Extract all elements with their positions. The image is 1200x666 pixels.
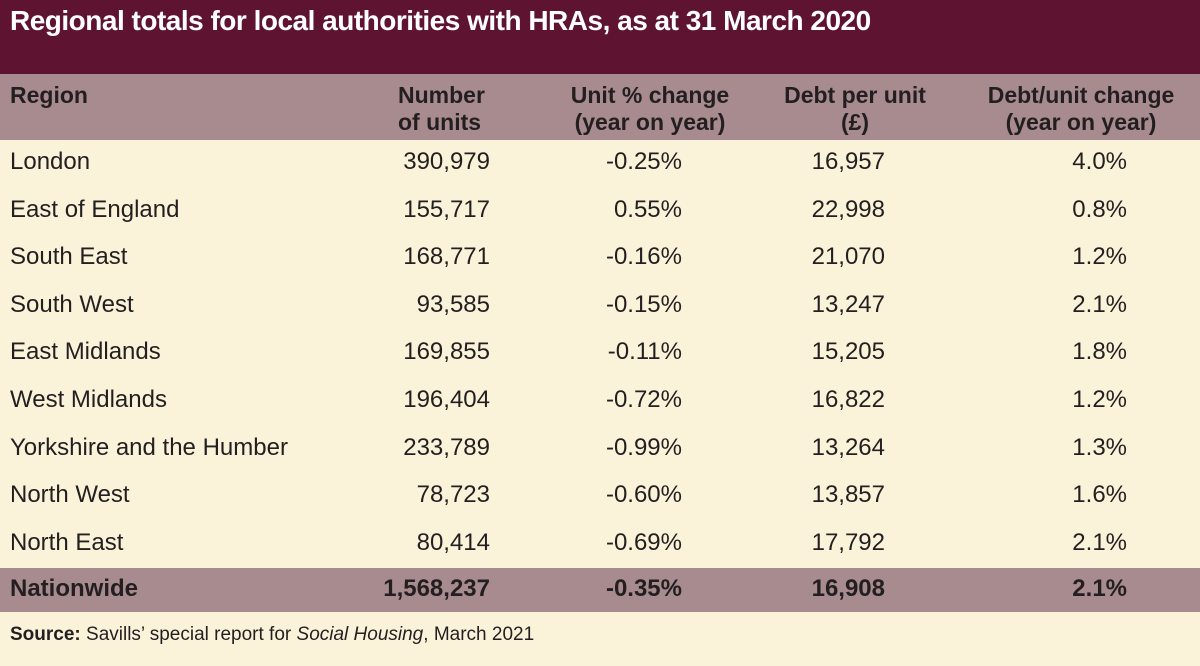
- cell-number-of-units: 233,789: [403, 433, 490, 461]
- header-debt-per-unit-line1: Debt per unit: [784, 82, 926, 108]
- cell-debt-unit-change: 1.8%: [1072, 338, 1127, 366]
- header-number-of-units-line1: Number: [398, 82, 485, 108]
- cell-debt-unit-change: 1.2%: [1072, 243, 1127, 271]
- cell-debt-unit-change: 1.3%: [1072, 433, 1127, 461]
- cell-debt-unit-change: 1.2%: [1072, 385, 1127, 413]
- total-debt-change: 2.1%: [1072, 575, 1127, 602]
- table-row: East of England 155,717 0.55% 22,998 0.8%: [0, 188, 1200, 236]
- total-row: Nationwide 1,568,237 -0.35% 16,908 2.1%: [0, 568, 1200, 612]
- header-unit-change-line1: Unit % change: [570, 82, 730, 108]
- table-row: East Midlands 169,855 -0.11% 15,205 1.8%: [0, 330, 1200, 378]
- cell-unit-change: -0.25%: [605, 148, 682, 175]
- cell-unit-change: -0.16%: [605, 243, 682, 271]
- cell-region: South East: [10, 243, 128, 271]
- cell-number-of-units: 168,771: [403, 243, 490, 271]
- cell-number-of-units: 196,404: [403, 385, 490, 413]
- cell-debt-unit-change: 2.1%: [1072, 528, 1127, 556]
- cell-debt-unit-change: 2.1%: [1072, 290, 1127, 318]
- table-row: West Midlands 196,404 -0.72% 16,822 1.2%: [0, 378, 1200, 426]
- cell-region: South West: [10, 290, 134, 318]
- cell-number-of-units: 155,717: [403, 195, 490, 223]
- source-text-before: Savills’ special report for: [80, 624, 297, 645]
- cell-debt-per-unit: 13,247: [811, 290, 885, 318]
- table-row: South East 168,771 -0.16% 21,070 1.2%: [0, 235, 1200, 283]
- total-region: Nationwide: [10, 575, 139, 602]
- cell-debt-per-unit: 13,857: [811, 481, 885, 509]
- cell-debt-unit-change: 0.8%: [1072, 195, 1127, 223]
- total-debt-per-unit: 16,908: [811, 575, 885, 602]
- header-region: Region: [10, 82, 88, 108]
- header-debt-unit-change: Debt/unit change (year on year): [976, 82, 1186, 136]
- cell-debt-per-unit: 16,957: [811, 148, 885, 175]
- source-label: Source:: [10, 624, 81, 645]
- cell-unit-change: -0.60%: [605, 481, 682, 509]
- cell-debt-per-unit: 17,792: [811, 528, 885, 556]
- title-bar: Regional totals for local authorities wi…: [0, 0, 1200, 74]
- cell-debt-per-unit: 15,205: [811, 338, 885, 366]
- table-title: Regional totals for local authorities wi…: [10, 5, 871, 36]
- header-number-of-units: Number of units: [398, 82, 485, 136]
- cell-region: Yorkshire and the Humber: [10, 433, 288, 461]
- header-debt-unit-change-line1: Debt/unit change: [987, 82, 1175, 108]
- source-publication: Social Housing: [296, 624, 424, 645]
- header-debt-per-unit-line2: (£): [840, 109, 870, 135]
- header-number-of-units-line2: of units: [398, 109, 482, 135]
- cell-number-of-units: 93,585: [416, 290, 490, 318]
- cell-unit-change: -0.69%: [605, 528, 682, 556]
- header-row: Region Number of units Unit % change (ye…: [0, 74, 1200, 140]
- cell-unit-change: 0.55%: [613, 195, 682, 223]
- table-body: London 390,979 -0.25% 16,957 4.0% East of Eng…: [0, 140, 1200, 568]
- table-row: South West 93,585 -0.15% 13,247 2.1%: [0, 283, 1200, 331]
- cell-region: East Midlands: [10, 338, 161, 366]
- cell-unit-change: -0.99%: [605, 433, 682, 461]
- total-units: 1,568,237: [383, 575, 490, 602]
- cell-debt-unit-change: 1.6%: [1072, 481, 1127, 509]
- source-note: Source: Savills’ special report for Soci…: [10, 623, 534, 647]
- table-row: London 390,979 -0.25% 16,957 4.0%: [0, 140, 1200, 188]
- source-text-after: , March 2021: [423, 624, 535, 645]
- cell-region: London: [10, 148, 91, 175]
- cell-number-of-units: 78,723: [416, 481, 490, 509]
- header-unit-change: Unit % change (year on year): [566, 82, 734, 136]
- table-row: Yorkshire and the Humber 233,789 -0.99% 13,…: [0, 426, 1200, 474]
- cell-debt-per-unit: 21,070: [811, 243, 885, 271]
- cell-unit-change: -0.11%: [607, 338, 682, 366]
- cell-region: West Midlands: [10, 385, 167, 413]
- cell-region: North East: [10, 528, 124, 556]
- table-row: North East 80,414 -0.69% 17,792 2.1%: [0, 521, 1200, 569]
- cell-unit-change: -0.72%: [605, 385, 682, 413]
- cell-unit-change: -0.15%: [605, 290, 682, 318]
- cell-debt-per-unit: 16,822: [811, 385, 885, 413]
- header-debt-per-unit: Debt per unit (£): [776, 82, 934, 136]
- cell-debt-per-unit: 13,264: [811, 433, 885, 461]
- cell-debt-per-unit: 22,998: [811, 195, 885, 223]
- total-unit-change: -0.35%: [605, 575, 682, 602]
- cell-number-of-units: 169,855: [403, 338, 490, 366]
- cell-region: North West: [10, 481, 130, 509]
- table-row: North West 78,723 -0.60% 13,857 1.6%: [0, 473, 1200, 521]
- header-unit-change-line2: (year on year): [574, 109, 726, 135]
- cell-region: East of England: [10, 195, 180, 223]
- cell-number-of-units: 390,979: [403, 148, 490, 175]
- cell-debt-unit-change: 4.0%: [1072, 148, 1127, 175]
- header-debt-unit-change-line2: (year on year): [1005, 109, 1157, 135]
- cell-number-of-units: 80,414: [416, 528, 490, 556]
